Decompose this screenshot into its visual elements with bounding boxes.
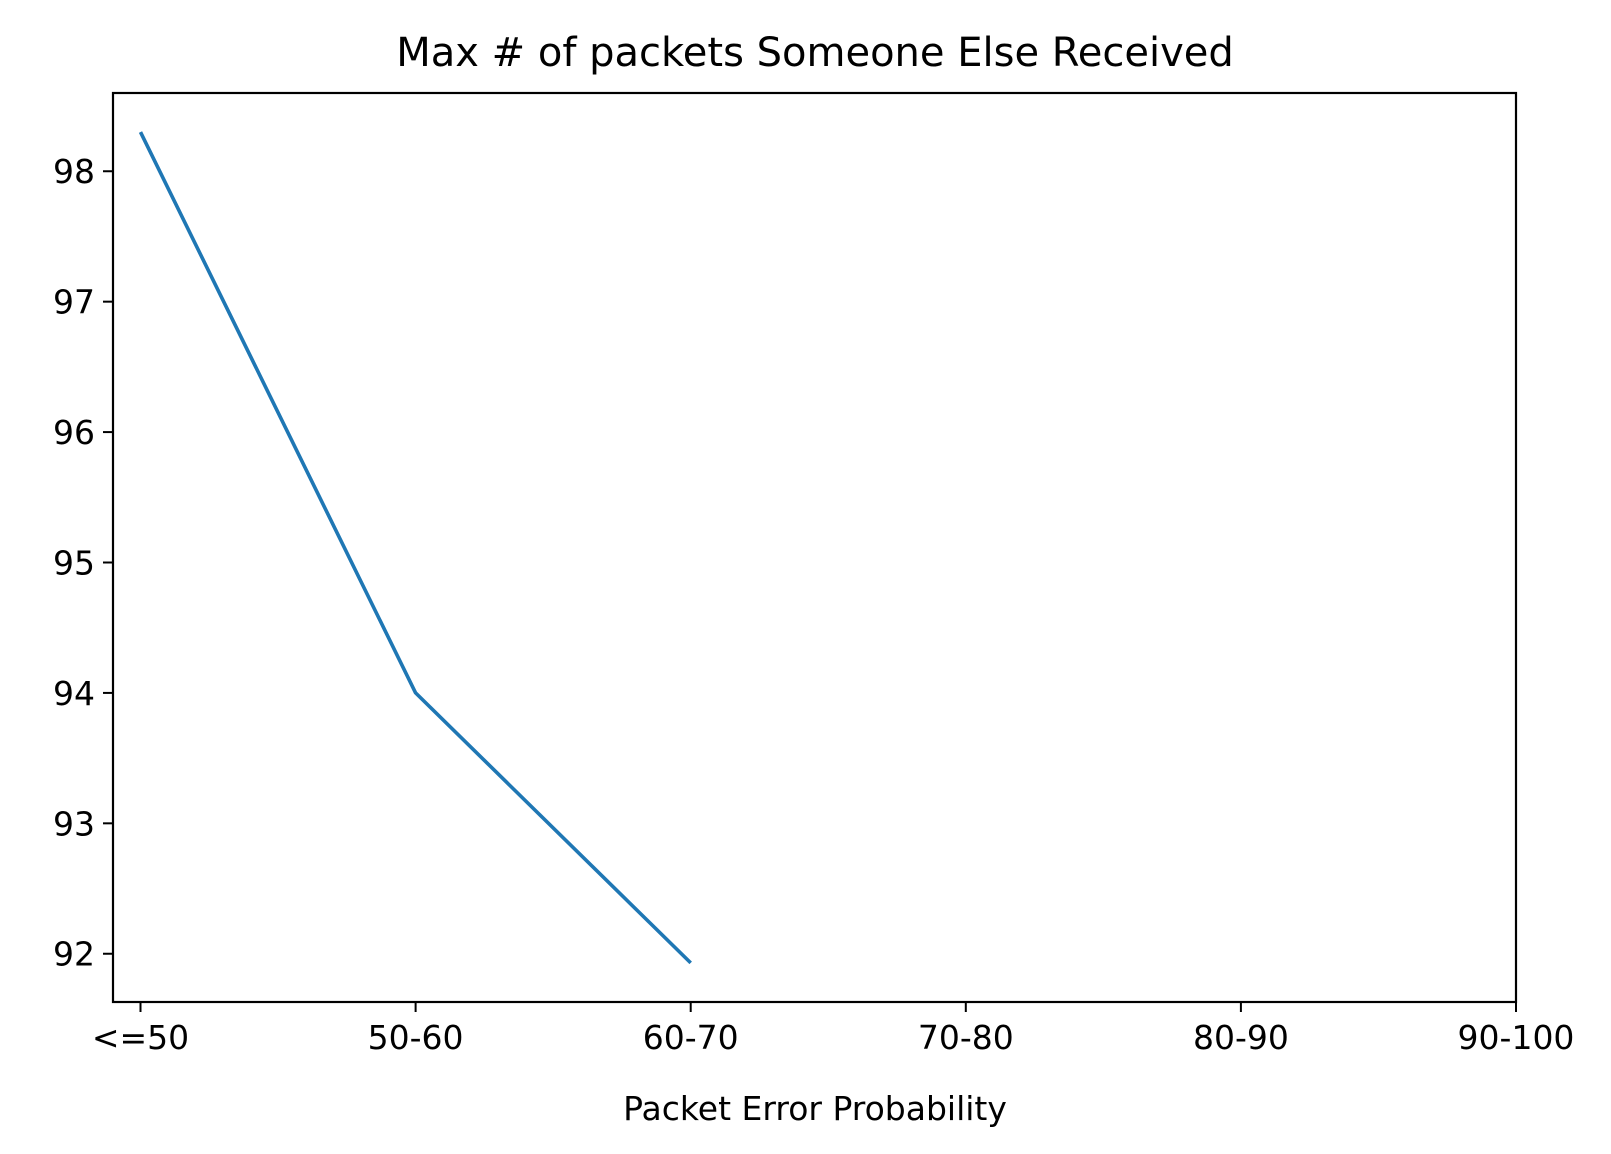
- y-tick-label: 94: [53, 674, 95, 713]
- y-tick-label: 93: [53, 804, 95, 843]
- x-tick-label: 90-100: [1458, 1018, 1575, 1057]
- y-tick-label: 92: [53, 935, 95, 974]
- series-line-1: [138, 131, 692, 965]
- x-axis-title: Packet Error Probability: [623, 1089, 1007, 1128]
- chart-title: Max # of packets Someone Else Received: [396, 30, 1234, 76]
- plot-area: [111, 91, 1518, 1004]
- y-tick-label: 98: [53, 152, 95, 191]
- x-axis-ticks: <=50 50-60 60-70 70-80 80-90 90-100: [92, 1002, 1575, 1057]
- y-tick-label: 96: [53, 413, 95, 452]
- y-tick-label: 97: [53, 283, 95, 322]
- x-tick-label: 60-70: [643, 1018, 739, 1057]
- x-tick-label: 50-60: [368, 1018, 464, 1057]
- y-axis-ticks: 92 93 94 95 96 97 98: [53, 152, 113, 974]
- x-tick-label: 80-90: [1193, 1018, 1289, 1057]
- x-tick-label: <=50: [92, 1018, 189, 1057]
- plot-frame: [111, 91, 1518, 1004]
- y-tick-label: 95: [53, 543, 95, 582]
- x-tick-label: 70-80: [918, 1018, 1014, 1057]
- series-layer: [138, 131, 692, 965]
